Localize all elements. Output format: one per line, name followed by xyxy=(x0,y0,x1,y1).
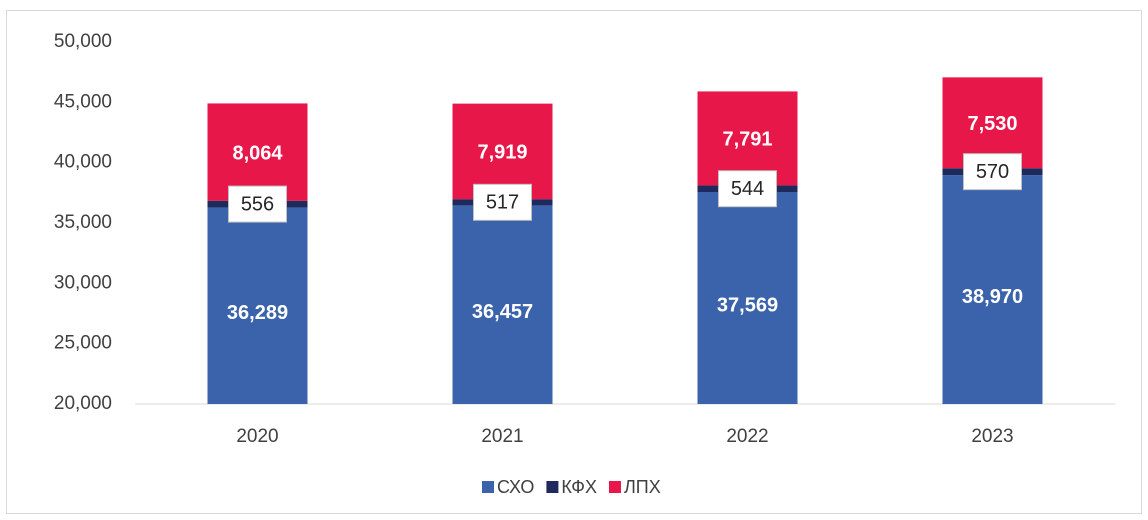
legend-swatch xyxy=(546,481,559,493)
x-tick-label: 2020 xyxy=(236,426,278,447)
y-tick-label: 30,000 xyxy=(54,272,112,293)
data-label-box xyxy=(963,153,1022,191)
y-tick-label: 20,000 xyxy=(54,393,112,414)
y-tick-label: 35,000 xyxy=(54,212,112,233)
legend-swatch xyxy=(482,481,494,493)
y-tick-label: 45,000 xyxy=(54,91,112,112)
legend-label: СХО xyxy=(497,477,534,497)
y-tick-label: 50,000 xyxy=(54,31,112,52)
y-tick-label: 25,000 xyxy=(54,333,112,354)
bar-segment xyxy=(207,103,308,201)
bar-segment xyxy=(942,77,1043,169)
bar-segment xyxy=(452,103,553,200)
data-label: 36,457 xyxy=(472,301,533,323)
data-label: 37,569 xyxy=(717,294,778,316)
y-tick-label: 40,000 xyxy=(54,152,112,173)
x-tick-label: 2022 xyxy=(726,426,768,447)
data-label: 7,919 xyxy=(477,142,527,164)
data-label-box xyxy=(718,170,777,208)
data-label: 8,064 xyxy=(232,142,283,164)
data-label: 544 xyxy=(731,178,764,200)
data-label-box xyxy=(228,185,287,223)
data-label-box xyxy=(473,183,532,221)
legend-swatch xyxy=(608,481,621,493)
bar-segment xyxy=(697,91,798,186)
bar-segment xyxy=(207,207,308,404)
data-label: 570 xyxy=(976,161,1009,183)
bar-segment xyxy=(942,175,1043,404)
data-label: 517 xyxy=(486,192,519,214)
x-tick-label: 2021 xyxy=(481,426,523,447)
bar-segment xyxy=(697,192,798,404)
data-label: 36,289 xyxy=(227,302,288,324)
data-label: 7,791 xyxy=(722,129,772,151)
x-tick-label: 2023 xyxy=(971,426,1013,447)
data-label: 38,970 xyxy=(962,286,1023,308)
legend-label: КФХ xyxy=(561,477,597,497)
data-label: 7,530 xyxy=(967,113,1017,135)
data-label: 556 xyxy=(241,193,274,215)
legend-label: ЛПХ xyxy=(624,477,661,497)
bar-segment xyxy=(452,205,553,404)
